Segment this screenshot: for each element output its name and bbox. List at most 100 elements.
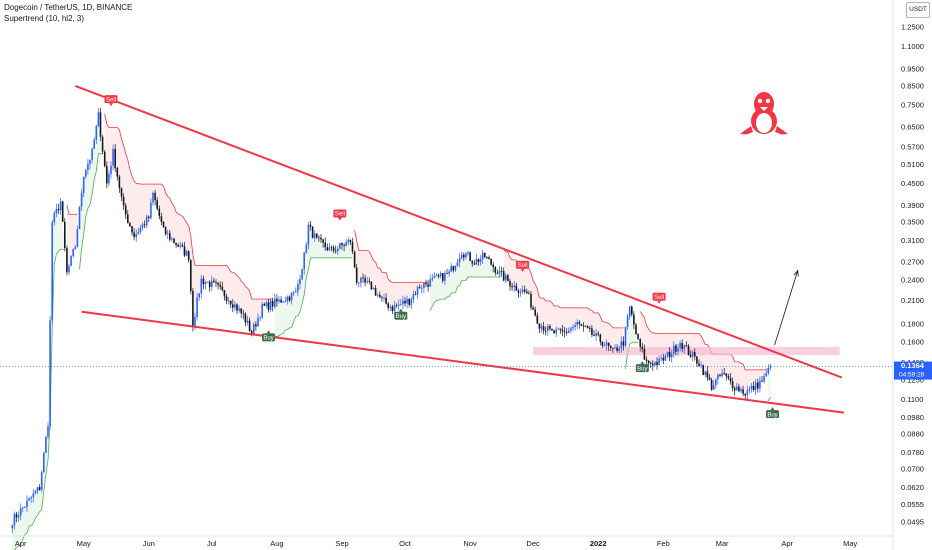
supertrend-fill	[373, 260, 376, 296]
candle-body	[150, 202, 152, 219]
candle-body	[706, 371, 709, 378]
y-tick-label: 0.3100	[901, 236, 924, 245]
candle-body	[355, 267, 358, 283]
candle-body	[313, 233, 316, 238]
supertrend-fill	[37, 487, 40, 516]
supertrend-fill	[432, 276, 435, 307]
supertrend-fill	[171, 203, 174, 243]
candle-body	[227, 300, 230, 302]
indicator-label[interactable]: Supertrend (10, hl2, 3)	[4, 14, 85, 23]
supertrend-fill	[524, 265, 527, 294]
buy-signal: Buy	[394, 308, 408, 320]
supertrend-fill	[749, 369, 752, 389]
supertrend-fill	[136, 183, 139, 234]
candle-body	[320, 237, 322, 240]
candle-body	[446, 273, 448, 274]
candle-body	[299, 279, 301, 285]
x-tick-label: Apr	[781, 539, 793, 548]
supertrend-fill	[619, 327, 622, 349]
candle-body	[45, 436, 47, 453]
candle-body	[330, 247, 333, 249]
supertrend-line	[58, 249, 61, 252]
supertrend-fill	[419, 282, 422, 289]
signal-label: Sell	[106, 97, 116, 103]
candle-body	[181, 245, 184, 247]
candle-body	[91, 148, 93, 160]
candle-body	[22, 507, 24, 509]
supertrend-fill	[371, 255, 374, 290]
candle-body	[427, 284, 429, 287]
candle-body	[295, 291, 297, 293]
currency-badge[interactable]: USDT	[906, 2, 930, 18]
candle-body	[465, 253, 467, 258]
candle-body	[242, 313, 245, 315]
supertrend-line	[700, 335, 704, 341]
candle-body	[158, 208, 161, 217]
supertrend-fill	[724, 354, 727, 377]
candle-body	[521, 289, 524, 292]
candle-body	[347, 239, 350, 243]
supertrend-fill	[564, 307, 567, 333]
supertrend-fill	[728, 354, 731, 382]
supertrend-line	[37, 511, 40, 516]
candle-body	[114, 148, 116, 169]
candle-body	[19, 508, 22, 516]
supertrend-line	[39, 509, 42, 512]
candle-body	[538, 323, 541, 329]
candle-body	[51, 222, 53, 321]
supertrend-line	[293, 315, 297, 322]
supertrend-line	[117, 127, 120, 131]
candle-body	[276, 298, 278, 302]
candle-body	[677, 347, 679, 352]
candle-body	[694, 352, 696, 357]
supertrend-fill	[73, 214, 76, 249]
candle-body	[729, 377, 732, 382]
candle-body	[721, 373, 723, 376]
supertrend-line	[448, 292, 452, 298]
candle-body	[257, 317, 259, 327]
supertrend-fill	[617, 327, 620, 351]
candle-body	[200, 278, 203, 294]
last-price-value: 0.1364	[901, 361, 925, 370]
candle-body	[603, 345, 606, 347]
supertrend-line	[455, 286, 458, 294]
x-tick-label: 2022	[590, 539, 607, 548]
candles-layer	[11, 107, 772, 534]
candle-body	[309, 224, 312, 227]
candle-body	[589, 328, 591, 329]
y-tick-label: 0.2700	[901, 257, 924, 266]
candle-body	[631, 306, 633, 315]
supertrend-fill	[436, 275, 439, 301]
y-tick-label: 0.3500	[901, 218, 924, 227]
supertrend-fill	[560, 307, 563, 332]
supertrend-fill	[281, 301, 284, 335]
supertrend-line	[242, 282, 246, 287]
supertrend-fill	[743, 363, 746, 396]
candle-body	[259, 317, 261, 319]
candle-body	[106, 165, 108, 184]
candle-body	[584, 326, 587, 328]
signal-pointer	[657, 300, 662, 304]
candle-body	[412, 294, 415, 300]
candle-body	[368, 281, 371, 282]
candle-body	[234, 304, 236, 308]
buy-signal: Buy	[635, 361, 649, 372]
supertrend-fill	[176, 211, 179, 247]
candle-body	[372, 287, 375, 290]
candle-body	[742, 389, 744, 394]
candle-body	[517, 290, 520, 293]
supertrend-fill	[220, 265, 223, 291]
supertrend-line	[507, 252, 511, 258]
supertrend-fill	[684, 333, 687, 346]
candle-body	[444, 273, 446, 281]
supertrend-line	[182, 216, 185, 220]
candle-body	[738, 386, 740, 392]
buy-signal: Buy	[262, 330, 275, 342]
supertrend-line	[558, 305, 561, 309]
supertrend-line	[387, 278, 391, 282]
candle-body	[635, 324, 637, 335]
candle-body	[334, 250, 337, 252]
signal-pointer	[770, 407, 775, 411]
supertrend-line	[85, 208, 89, 217]
